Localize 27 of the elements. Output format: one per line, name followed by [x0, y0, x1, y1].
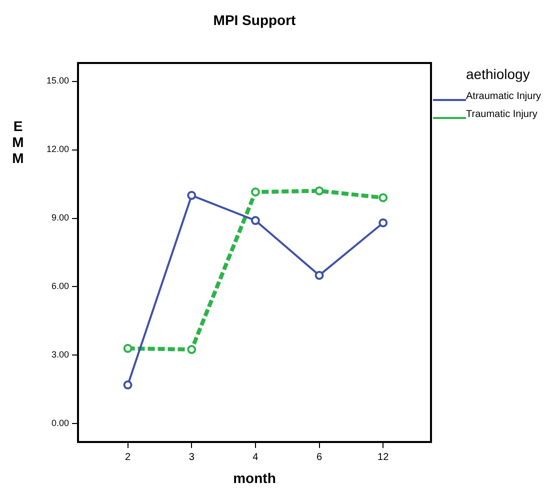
chart-title: MPI Support [212, 12, 297, 28]
y-tick-label: 6.00 [51, 281, 69, 292]
x-tick-label: 6 [316, 452, 323, 463]
point [187, 345, 196, 354]
point [314, 270, 324, 280]
point [378, 193, 388, 202]
x-tick-label: 2 [125, 452, 132, 463]
point [123, 380, 132, 390]
x-tick-label: 3 [188, 452, 195, 463]
legend-label: Traumatic Injury [466, 109, 538, 120]
point [314, 186, 324, 196]
legend-label: Atraumatic Injury [466, 91, 542, 102]
x-tick-label: 4 [252, 452, 259, 463]
point [250, 216, 260, 226]
y-tick-label: 12.00 [46, 144, 69, 154]
y-tick-label: 0.00 [51, 418, 69, 428]
x-axis-title: month [232, 470, 277, 486]
y-tick-label: 9.00 [51, 212, 69, 223]
y-axis-title: EMM [12, 118, 24, 166]
x-tick-label: 12 [378, 452, 390, 463]
point [378, 218, 388, 228]
point [123, 344, 132, 353]
point [187, 190, 196, 200]
y-tick-label: 3.00 [51, 350, 69, 360]
legend-title: aethiology [466, 66, 531, 82]
point [250, 187, 260, 196]
y-tick-label: 15.00 [46, 76, 69, 86]
